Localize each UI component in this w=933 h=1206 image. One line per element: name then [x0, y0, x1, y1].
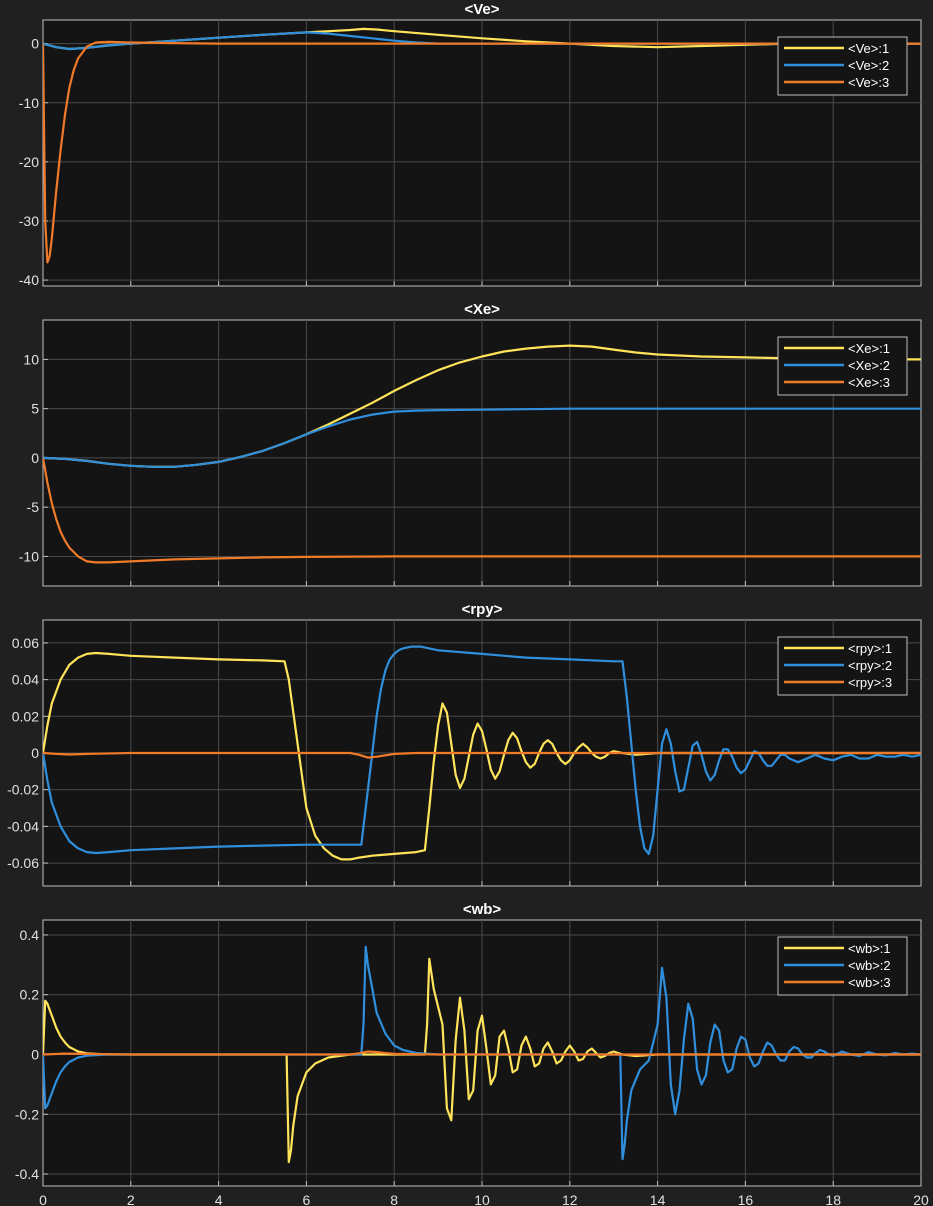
series-line-1 [43, 651, 921, 861]
y-tick-label: 0.2 [20, 987, 40, 1003]
chart-title: <wb> [463, 901, 502, 918]
y-tick-label: -10 [19, 95, 39, 111]
legend-label: <rpy>:3 [848, 675, 892, 690]
x-tick-label: 4 [215, 1192, 223, 1206]
legend-label: <Xe>:2 [848, 358, 890, 373]
y-tick-label: 10 [23, 351, 39, 367]
y-tick-label: -0.02 [7, 782, 39, 798]
y-tick-label: -40 [19, 272, 39, 288]
legend-label: <Xe>:3 [848, 375, 890, 390]
panel-3: 0.06 0.04 0.02 0 -0.02 -0.04 -0.06 <rpy> <rpy>:1… [7, 601, 922, 887]
y-tick-label: 0.02 [12, 708, 39, 724]
legend-label: <Ve>:2 [848, 58, 889, 73]
series-line-3 [43, 457, 921, 564]
x-tick-label: 10 [474, 1192, 490, 1206]
series-line-2 [43, 645, 921, 856]
y-tick-label: 0 [31, 745, 39, 761]
series-line-3 [43, 1050, 921, 1056]
y-tick-label: -0.06 [7, 855, 39, 871]
panel-4: 0.4 0.2 0 -0.2 -0.4 <wb> <wb>:1 <wb>:2 <wb>:3 [15, 901, 922, 1187]
legend: <Ve>:1 <Ve>:2 <Ve>:3 [777, 36, 908, 96]
legend-label: <wb>:2 [848, 958, 891, 973]
legend-label: <wb>:1 [848, 941, 891, 956]
y-tick-label: -20 [19, 154, 39, 170]
series-line-2 [43, 407, 921, 468]
x-tick-label: 20 [913, 1192, 929, 1206]
legend: <Xe>:1 <Xe>:2 <Xe>:3 [777, 336, 908, 396]
series-line-3 [43, 751, 921, 759]
chart-title: <rpy> [462, 601, 503, 618]
chart-title: <Ve> [464, 1, 499, 18]
panel-2: 10 5 0 -5 -10 <Xe> <Xe>:1 <Xe>:2 <Xe>:3 [19, 301, 922, 587]
y-tick-label: 0.06 [12, 635, 39, 651]
legend-label: <Ve>:1 [848, 41, 889, 56]
y-tick-label: 0 [31, 36, 39, 52]
legend: <wb>:1 <wb>:2 <wb>:3 [777, 936, 908, 996]
series-group [43, 945, 921, 1164]
x-tick-label: 14 [650, 1192, 666, 1206]
series-line-3 [43, 40, 921, 264]
panel-1: 0 -10 -20 -30 -40 <Ve> <Ve>:1 <Ve>:2 <Ve>:3 [19, 1, 922, 288]
y-tick-label: 5 [31, 401, 39, 417]
legend-label: <rpy>:1 [848, 641, 892, 656]
x-tick-label: 18 [825, 1192, 841, 1206]
y-tick-label: -0.04 [7, 818, 39, 834]
y-tick-label: -10 [19, 548, 39, 564]
x-tick-label: 12 [562, 1192, 578, 1206]
legend-label: <Xe>:1 [848, 341, 890, 356]
y-tick-label: -0.4 [15, 1166, 39, 1182]
x-tick-label: 16 [738, 1192, 754, 1206]
y-tick-label: 0 [31, 1046, 39, 1062]
x-tick-label: 2 [127, 1192, 135, 1206]
y-tick-label: -5 [27, 499, 40, 515]
legend-label: <wb>:3 [848, 975, 891, 990]
series-group [43, 27, 921, 264]
series-group [43, 344, 921, 564]
y-tick-label: 0 [31, 450, 39, 466]
x-tick-label: 6 [303, 1192, 311, 1206]
x-tick-label: 8 [390, 1192, 398, 1206]
series-group [43, 645, 921, 861]
y-tick-label: 0.04 [12, 672, 39, 688]
legend: <rpy>:1 <rpy>:2 <rpy>:3 [777, 636, 908, 696]
legend-label: <Ve>:3 [848, 75, 889, 90]
chart-title: <Xe> [464, 301, 500, 318]
y-tick-label: 0.4 [20, 927, 40, 943]
x-tick-label: 0 [39, 1192, 47, 1206]
y-tick-label: -0.2 [15, 1106, 39, 1122]
legend-label: <rpy>:2 [848, 658, 892, 673]
y-tick-label: -30 [19, 213, 39, 229]
